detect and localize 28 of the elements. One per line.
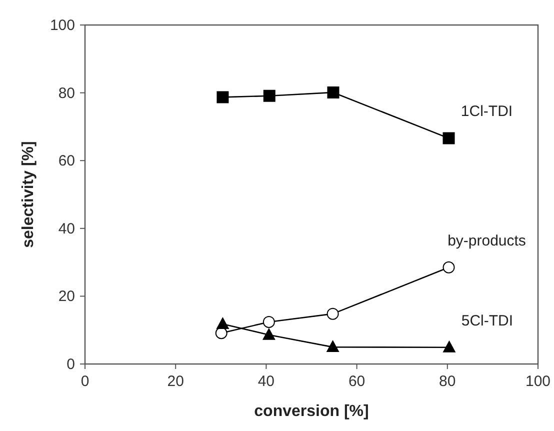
y-tick-label: 80 — [58, 84, 75, 102]
point — [262, 328, 276, 340]
point — [442, 261, 455, 274]
series-label: 5Cl-TDI — [461, 312, 514, 330]
y-tick-label: 60 — [58, 152, 75, 170]
x-tick-label: 80 — [439, 373, 456, 390]
point — [263, 90, 276, 102]
point — [216, 317, 230, 329]
y-tick-label: 0 — [66, 356, 75, 373]
y-axis-title: selectivity [%] — [20, 141, 37, 248]
point — [216, 91, 229, 104]
x-tick-label: 40 — [258, 373, 275, 390]
point — [326, 308, 339, 320]
series-label: by-products — [448, 232, 526, 250]
series-label: 1Cl-TDI — [460, 103, 513, 120]
point — [326, 340, 340, 352]
point — [262, 316, 275, 328]
y-tick-label: 20 — [58, 288, 75, 306]
point — [327, 86, 340, 98]
y-tick-label: 100 — [50, 17, 75, 34]
x-tick-label: 60 — [348, 373, 366, 390]
y-tick-label: 40 — [58, 220, 75, 238]
point — [442, 132, 455, 144]
x-tick-label: 100 — [525, 373, 551, 390]
x-axis-title: conversion [%] — [254, 403, 369, 420]
x-tick-label: 20 — [167, 373, 184, 390]
x-tick-label: 0 — [80, 373, 90, 390]
point — [442, 340, 456, 352]
